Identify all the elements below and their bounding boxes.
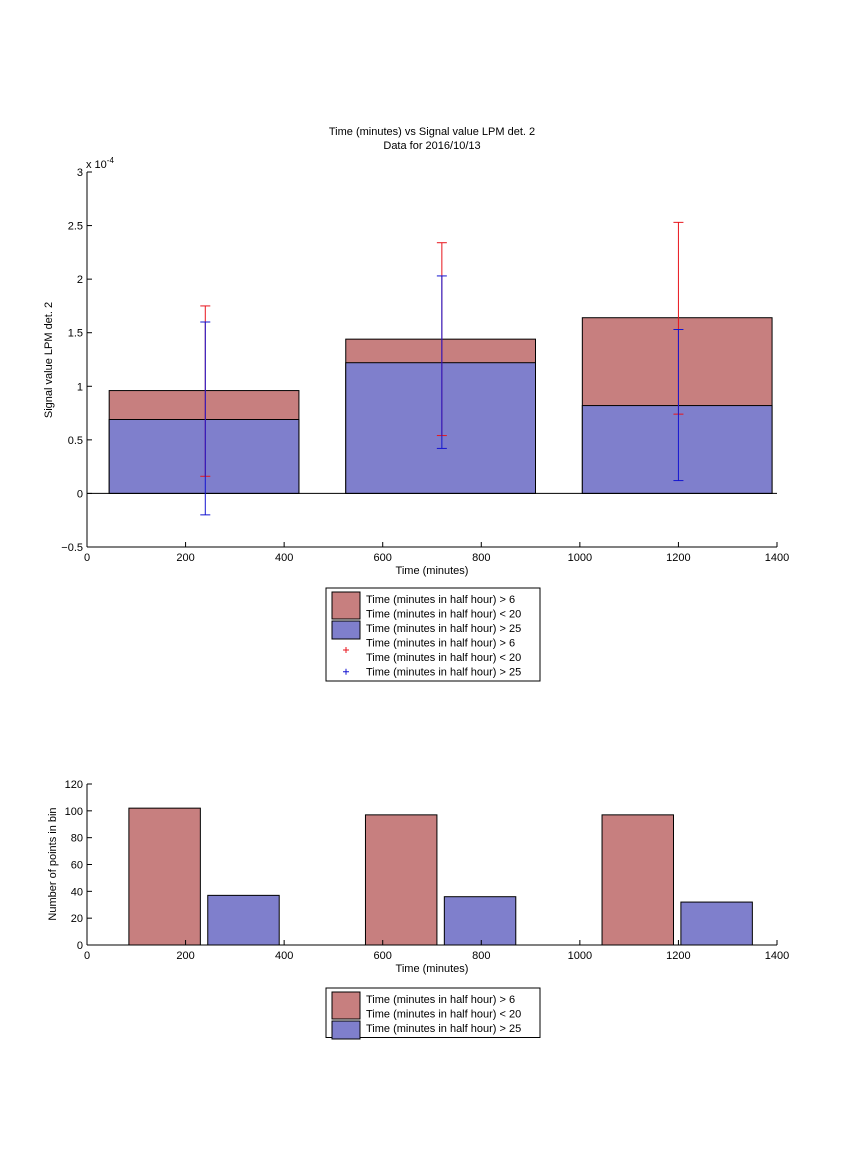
legend-swatch xyxy=(331,991,361,1020)
bar-blue xyxy=(345,362,536,494)
y-tick-label: −0.5 xyxy=(61,542,83,554)
y-axis-label: Number of points in bin xyxy=(47,807,59,920)
legend-entry-label: Time (minutes in half hour) > 25 xyxy=(366,1023,521,1035)
x-tick-label: 400 xyxy=(275,552,293,564)
x-tick-label: 1400 xyxy=(765,950,789,962)
y-tick-label: 60 xyxy=(71,860,83,872)
x-tick-label: 200 xyxy=(176,950,194,962)
legend-entry-label: Time (minutes in half hour) > 25 xyxy=(366,667,521,679)
y-tick-label: 0 xyxy=(77,940,83,952)
legend-entry-label: Time (minutes in half hour) < 20 xyxy=(366,1009,521,1021)
x-axis-label: Time (minutes) xyxy=(396,963,469,975)
chart-subtitle: Data for 2016/10/13 xyxy=(383,140,480,152)
x-tick-label: 0 xyxy=(84,552,90,564)
legend-box xyxy=(325,587,541,682)
legend-swatch xyxy=(331,591,361,620)
y-tick-label: 1 xyxy=(77,381,83,393)
y-tick-label: 0.5 xyxy=(68,435,83,447)
y-tick-label: 20 xyxy=(71,913,83,925)
y-tick-label: 1.5 xyxy=(68,328,83,340)
x-tick-label: 800 xyxy=(472,552,490,564)
y-exponent-label: x 10-4 xyxy=(86,156,114,171)
bar-blue xyxy=(108,419,300,494)
x-tick-label: 200 xyxy=(176,552,194,564)
x-tick-label: 800 xyxy=(472,950,490,962)
legend-box xyxy=(325,987,541,1038)
bar-blue xyxy=(680,901,753,946)
legend-swatch xyxy=(331,1020,361,1040)
legend-entry-label: Time (minutes in half hour) > 6 xyxy=(366,594,515,606)
plot-area: 0 200 400 600 800 1000 1200 1400−0.500.511.522.… xyxy=(61,167,789,564)
legend-entry-label: Time (minutes in half hour) < 20 xyxy=(366,609,521,621)
legend-entry-label: Time (minutes in half hour) > 6 xyxy=(366,638,515,650)
x-tick-label: 1400 xyxy=(765,552,789,564)
y-exponent-power: -4 xyxy=(107,156,115,165)
y-tick-label: 0 xyxy=(77,488,83,500)
legend-entry-label: Time (minutes in half hour) > 25 xyxy=(366,623,521,635)
bar-red xyxy=(128,807,201,946)
x-tick-label: 1000 xyxy=(568,950,592,962)
bar-blue xyxy=(207,894,280,946)
x-tick-label: 1200 xyxy=(666,950,690,962)
chart-title: Time (minutes) vs Signal value LPM det. … xyxy=(329,126,535,138)
x-axis-label: Time (minutes) xyxy=(396,565,469,577)
legend-swatch xyxy=(331,620,361,640)
legend: Time (minutes in half hour) > 6 Time (min… xyxy=(325,587,541,682)
y-tick-label: 3 xyxy=(77,167,83,179)
plot-area: 0 200 400 600 800 1000 1200 1400 0 20 40 60 80 100 120 xyxy=(65,779,790,962)
y-tick-label: 120 xyxy=(65,779,83,791)
bar-blue xyxy=(581,405,773,494)
y-tick-label: 80 xyxy=(71,833,83,845)
legend: Time (minutes in half hour) > 6 Time (min… xyxy=(325,987,541,1040)
legend-entry-label: Time (minutes in half hour) > 6 xyxy=(366,994,515,1006)
x-tick-label: 600 xyxy=(374,950,392,962)
y-tick-label: 100 xyxy=(65,806,83,818)
y-axis-label: Signal value LPM det. 2 xyxy=(43,302,55,418)
y-exponent-base: x 10 xyxy=(86,159,107,171)
bar-red xyxy=(601,814,674,946)
bar-red xyxy=(364,814,438,946)
signal-chart: Time (minutes) vs Signal value LPM det. … xyxy=(43,126,789,682)
x-tick-label: 400 xyxy=(275,950,293,962)
bar-blue xyxy=(443,896,517,946)
x-tick-label: 1200 xyxy=(666,552,690,564)
y-tick-label: 40 xyxy=(71,886,83,898)
x-tick-label: 0 xyxy=(84,950,90,962)
y-tick-label: 2 xyxy=(77,274,83,286)
count-chart: 0 200 400 600 800 1000 1200 1400 0 20 40 60 80 100 120… xyxy=(47,779,790,1040)
x-tick-label: 600 xyxy=(374,552,392,564)
y-tick-label: 2.5 xyxy=(68,221,83,233)
x-tick-label: 1000 xyxy=(568,552,592,564)
legend-entry-label: Time (minutes in half hour) < 20 xyxy=(366,652,521,664)
